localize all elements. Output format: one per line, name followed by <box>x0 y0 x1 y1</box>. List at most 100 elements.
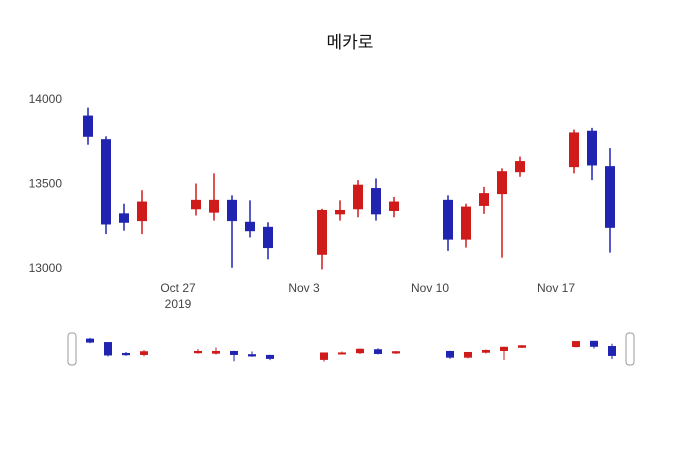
candle-mini <box>266 354 274 361</box>
candle-body <box>371 188 381 215</box>
x-axis-tick-label: Oct 27 <box>160 281 196 295</box>
x-axis-tick-label: Nov 17 <box>537 281 575 295</box>
candle-mini <box>140 349 148 357</box>
candle-body <box>446 350 454 358</box>
candle-body <box>191 199 201 210</box>
candle-body <box>500 346 508 351</box>
candle-body <box>572 341 580 348</box>
rangeslider-left-handle[interactable] <box>67 332 77 366</box>
candle-mini <box>194 349 202 354</box>
candle-body <box>263 226 273 249</box>
candle-mini <box>248 351 256 357</box>
candle-body <box>464 351 472 358</box>
candle-mini <box>572 341 580 348</box>
candle-mini <box>356 348 364 354</box>
candle-main[interactable] <box>605 148 615 253</box>
candle-mini <box>518 345 526 349</box>
candle-body <box>227 199 237 222</box>
candle-main[interactable] <box>191 183 201 216</box>
candle-mini <box>608 343 616 360</box>
candle-body <box>122 352 130 356</box>
candle-mini <box>500 346 508 360</box>
x-axis-tick-label: Nov 10 <box>411 281 449 295</box>
candle-main[interactable] <box>479 186 489 214</box>
candle-mini <box>86 337 94 344</box>
y-axis-tick-label: 14000 <box>29 92 63 106</box>
candle-body <box>140 351 148 355</box>
candle-body <box>119 213 129 223</box>
candle-body <box>356 348 364 354</box>
candle-main[interactable] <box>101 136 111 235</box>
candle-body <box>209 199 219 213</box>
x-axis-tick-label: Nov 3 <box>288 281 320 295</box>
candle-main[interactable] <box>83 107 93 145</box>
candle-mini <box>374 348 382 355</box>
candle-body <box>83 115 93 137</box>
candle-main[interactable] <box>263 222 273 260</box>
candle-body <box>497 171 507 195</box>
candle-mini <box>122 351 130 356</box>
candle-mini <box>392 350 400 354</box>
candle-body <box>335 209 345 215</box>
candle-main[interactable] <box>317 208 327 270</box>
candle-body <box>392 351 400 354</box>
candle-body <box>353 184 363 210</box>
candle-mini <box>482 349 490 354</box>
candle-body <box>374 349 382 354</box>
candle-mini <box>104 342 112 357</box>
x-axis-year-label: 2019 <box>165 297 192 311</box>
candle-mini <box>338 351 346 355</box>
candle-mini <box>212 347 220 355</box>
rangeslider[interactable] <box>68 332 634 366</box>
candle-body <box>245 221 255 232</box>
candle-body <box>590 340 598 347</box>
candle-mini <box>464 351 472 359</box>
candle-body <box>605 166 615 228</box>
chart-title: 메카로 <box>326 33 374 52</box>
candle-main[interactable] <box>443 195 453 251</box>
candle-mini <box>230 350 238 362</box>
candle-main[interactable] <box>227 195 237 268</box>
y-axis-tick-label: 13000 <box>29 261 63 275</box>
candle-body <box>317 209 327 255</box>
candle-main[interactable] <box>209 173 219 221</box>
candle-main[interactable] <box>497 168 507 258</box>
y-axis-tick-label: 13500 <box>29 177 63 191</box>
candle-body <box>587 130 597 166</box>
rangeslider-right-handle[interactable] <box>625 332 635 366</box>
candle-main[interactable] <box>569 129 579 174</box>
candle-body <box>443 199 453 240</box>
candle-main[interactable] <box>515 156 525 177</box>
candle-main[interactable] <box>371 178 381 221</box>
candle-body <box>230 350 238 355</box>
candle-body <box>461 206 471 240</box>
candle-body <box>104 342 112 356</box>
candle-mini <box>320 352 328 362</box>
candle-main[interactable] <box>335 200 345 221</box>
candle-main[interactable] <box>245 200 255 238</box>
candle-body <box>338 352 346 355</box>
candle-main[interactable] <box>461 203 471 248</box>
candle-body <box>212 350 220 354</box>
candle-body <box>389 201 399 211</box>
candle-mini <box>446 350 454 359</box>
candle-main[interactable] <box>353 180 363 218</box>
candle-main[interactable] <box>119 203 129 231</box>
candle-body <box>515 161 525 173</box>
candle-body <box>569 132 579 168</box>
candle-body <box>482 349 490 353</box>
candle-main[interactable] <box>587 127 597 181</box>
candle-body <box>608 346 616 356</box>
candle-body <box>101 139 111 225</box>
candle-body <box>86 338 94 343</box>
candle-body <box>194 350 202 354</box>
candle-body <box>137 201 147 222</box>
candle-main[interactable] <box>137 190 147 235</box>
candle-main[interactable] <box>389 196 399 218</box>
candle-body <box>518 345 526 348</box>
candle-body <box>248 354 256 357</box>
candle-body <box>266 354 274 359</box>
candle-body <box>479 193 489 206</box>
